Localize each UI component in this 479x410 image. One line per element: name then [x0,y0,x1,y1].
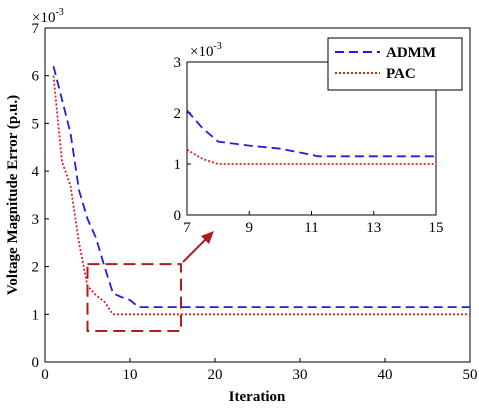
inset-y-multiplier: ×10-3 [190,41,222,60]
main-x-tick-label: 50 [463,367,478,383]
inset-x-tick-label: 15 [429,220,444,236]
inset-y-ticks: 0 1 2 3 [174,55,191,224]
x-axis-label: Iteration [229,389,286,405]
main-y-tick-label: 0 [32,355,40,371]
zoom-box [86,263,182,332]
main-x-tick-label: 40 [378,367,393,383]
main-series [52,65,470,316]
inset-x-tick-label: 11 [304,220,318,236]
main-x-tick-label: 30 [293,367,308,383]
inset-series-pac [186,148,436,165]
inset-x-tick-label: 7 [183,220,191,236]
main-y-tick-label: 2 [32,260,40,276]
main-y-tick-label: 6 [32,69,40,85]
main-y-tick-label: 5 [32,116,40,132]
inset-series-admm [186,109,436,158]
main-y-tick-label: 4 [32,164,40,180]
main-x-tick-label: 0 [41,367,49,383]
inset-series [186,109,436,165]
main-x-tick-label: 20 [208,367,223,383]
zoom-arrow-head [201,231,214,244]
legend-box [327,37,463,91]
main-x-ticks: 0 10 20 30 40 50 [41,358,478,383]
inset-plot: 7 9 11 13 15 0 1 2 3 ×10-3 [174,41,444,236]
main-x-tick-label: 10 [123,367,138,383]
inset-y-tick-label: 1 [174,157,182,173]
y-axis-label: Voltage Magnitude Error (p.u.) [5,95,21,295]
main-series-admm [52,65,470,309]
inset-y-tick-label: 0 [174,208,182,224]
inset-x-ticks: 7 9 11 13 15 [183,211,444,236]
legend-label-pac: PAC [386,66,416,82]
legend-label-admm: ADMM [386,45,436,61]
main-y-tick-label: 1 [32,307,40,323]
zoom-box-rect [86,263,182,332]
inset-y-tick-label: 2 [174,106,182,122]
inset-y-tick-label: 3 [174,55,182,71]
main-y-tick-label: 3 [32,212,40,228]
inset-x-tick-label: 9 [246,220,254,236]
legend: ADMM PAC [327,37,463,91]
main-y-ticks: 0 1 2 3 4 5 6 7 [32,21,49,371]
main-y-tick-label: 7 [32,21,40,37]
inset-x-tick-label: 13 [366,220,381,236]
main-plot-frame [44,27,471,363]
zoom-arrow [182,237,208,263]
main-y-multiplier: ×10-3 [32,7,64,26]
